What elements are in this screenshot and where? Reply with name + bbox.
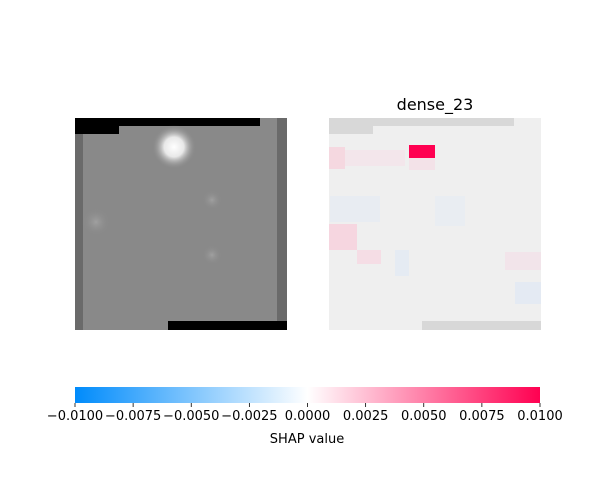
image-top-black-band [75, 118, 260, 126]
image-faint-blob [202, 190, 222, 210]
shap-top-gray-notch [329, 126, 373, 134]
shap-faint-cell [505, 252, 541, 270]
colorbar-tick-label: −0.0075 [105, 409, 161, 424]
image-right-border [277, 118, 287, 330]
shap-highlight-cell [409, 145, 435, 158]
image-faint-blob [82, 208, 110, 236]
image-bottom-black-band [168, 321, 287, 330]
shap-faint-cell [409, 158, 435, 170]
shap-faint-cell [515, 282, 541, 304]
shap-faint-cell [345, 150, 405, 166]
shap-faint-cell [329, 224, 357, 250]
colorbar-tick-label: −0.0050 [163, 409, 219, 424]
image-top-black-notch [75, 126, 119, 134]
colorbar-tick-label: −0.0025 [221, 409, 277, 424]
shap-faint-cell [357, 250, 381, 264]
colorbar-tick-label: −0.0100 [47, 409, 103, 424]
shap-overlay-panel: dense_23 [329, 95, 541, 330]
colorbar-tick-label: 0.0100 [517, 409, 563, 424]
image-bright-spot [152, 125, 196, 169]
shap-faint-cell [395, 250, 409, 276]
shap-panel-title: dense_23 [397, 95, 474, 115]
input-image-panel [75, 118, 287, 330]
colorbar-tick-label: 0.0050 [401, 409, 447, 424]
colorbar-gradient [75, 387, 540, 403]
colorbar-tick-label: 0.0000 [285, 409, 331, 424]
shap-faint-cell [329, 147, 345, 169]
shap-top-gray-band [329, 118, 514, 126]
shap-bottom-gray-band [422, 321, 541, 330]
image-left-border [75, 118, 83, 330]
colorbar: −0.0100 −0.0075 −0.0050 −0.0025 0.0000 0.0025… [47, 387, 563, 424]
shap-faint-cell [330, 196, 380, 222]
shap-faint-cell [435, 196, 465, 226]
colorbar-label: SHAP value [270, 432, 344, 447]
image-faint-blob [202, 245, 222, 265]
colorbar-tick-label: 0.0025 [343, 409, 389, 424]
colorbar-tick-label: 0.0075 [459, 409, 505, 424]
